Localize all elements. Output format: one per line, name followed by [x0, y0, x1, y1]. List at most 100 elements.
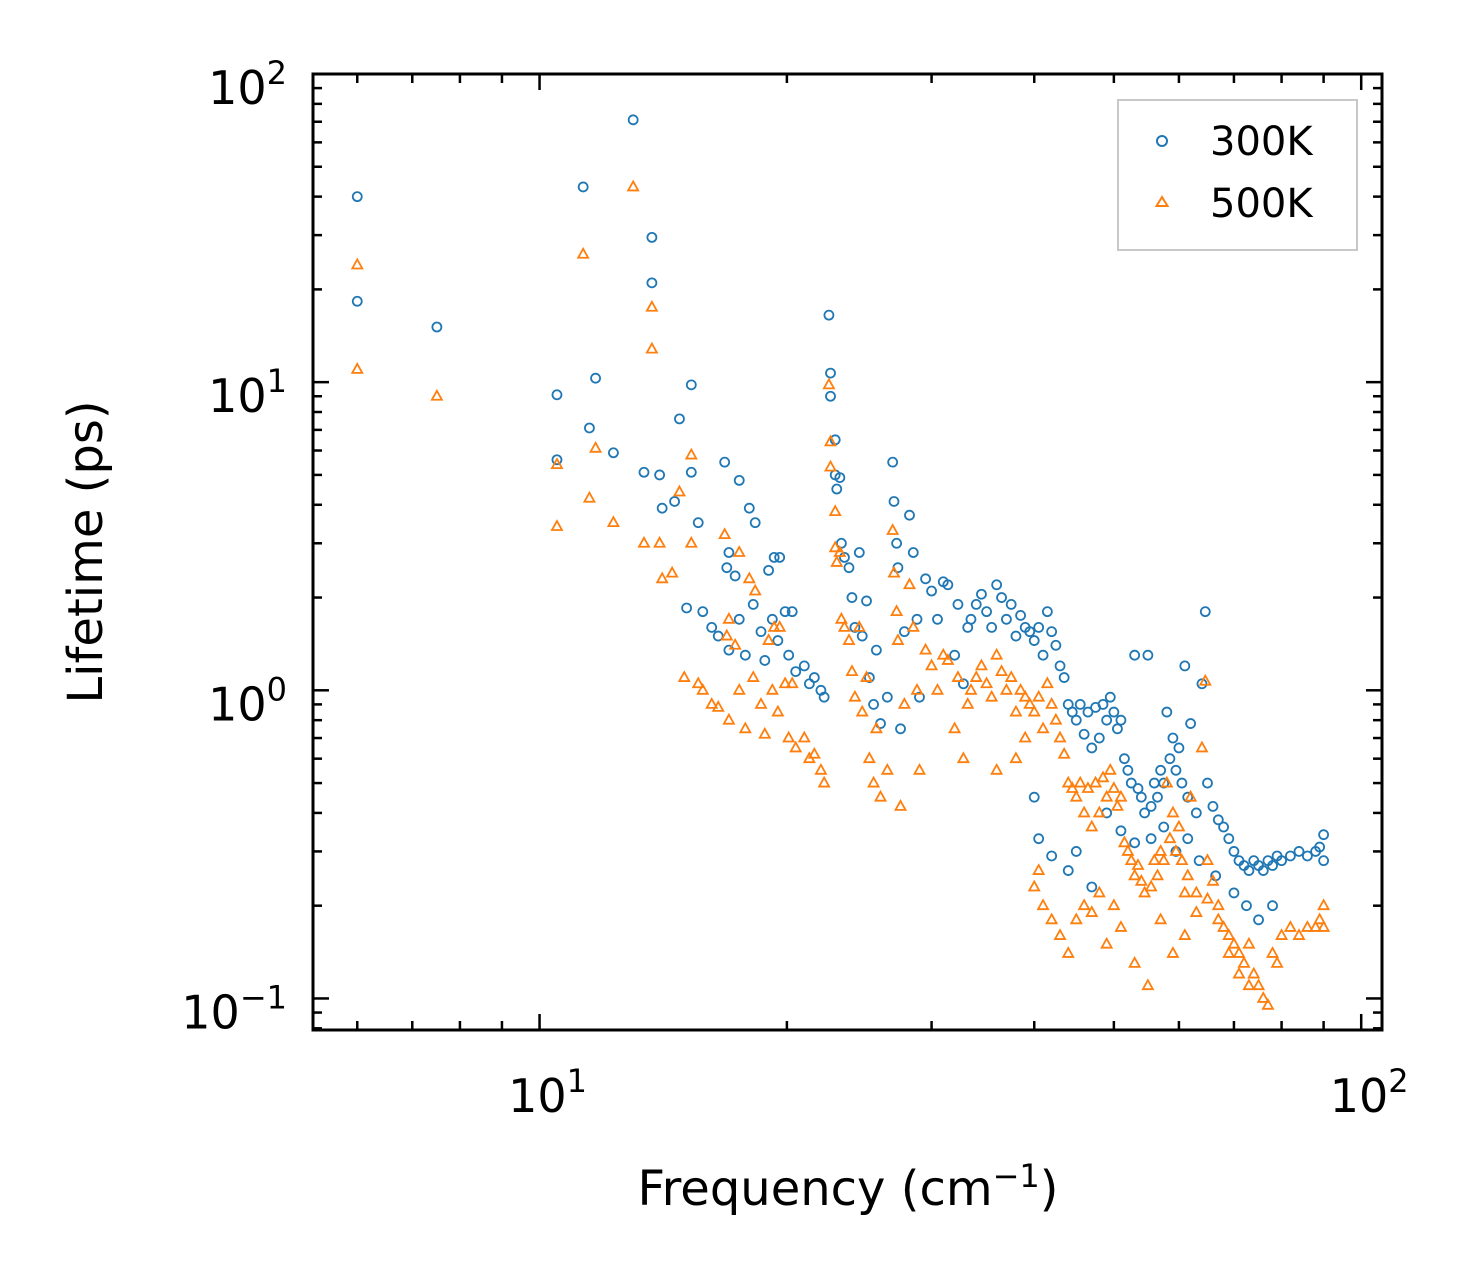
point-300k	[870, 644, 882, 656]
point-500k	[758, 726, 772, 739]
point-500k	[1237, 955, 1251, 968]
point-500k	[1053, 730, 1067, 743]
point-500k	[961, 697, 975, 709]
point-300k	[1301, 850, 1313, 862]
y-tick-label: 102	[208, 54, 287, 115]
point-500k	[1242, 978, 1256, 991]
point-500k	[576, 246, 590, 259]
point-500k	[1081, 781, 1095, 793]
point-300k	[1078, 728, 1090, 740]
point-300k	[958, 678, 969, 690]
point-300k	[1318, 855, 1330, 867]
point-500k	[1117, 835, 1131, 848]
point-500k	[1266, 946, 1280, 958]
point-300k	[747, 599, 759, 610]
point-300k	[697, 606, 709, 618]
point-500k	[742, 571, 756, 584]
point-500k	[677, 670, 691, 682]
point-500k	[684, 447, 698, 460]
point-300k	[1223, 833, 1235, 845]
point-300k	[1152, 791, 1163, 803]
point-500k	[1160, 775, 1174, 788]
point-300k	[723, 644, 735, 656]
point-300k	[839, 551, 850, 563]
point-300k	[853, 547, 865, 558]
point-500k	[910, 682, 924, 695]
point-500k	[1163, 831, 1177, 844]
point-300k	[1139, 807, 1151, 819]
y-tick-label: 101	[208, 362, 287, 423]
point-300k	[1207, 800, 1219, 812]
point-300k	[674, 413, 685, 425]
point-500k	[995, 664, 1009, 676]
point-500k	[728, 637, 742, 650]
point-300k	[914, 691, 925, 703]
point-300k	[1276, 855, 1287, 867]
point-500k	[814, 762, 828, 775]
point-300k	[1115, 825, 1127, 837]
point-500k	[1232, 966, 1246, 979]
point-500k	[1069, 912, 1083, 925]
point-300k	[949, 649, 961, 661]
point-500k	[350, 257, 364, 270]
point-500k	[842, 633, 856, 645]
point-500k	[1184, 789, 1198, 802]
point-300k	[1228, 887, 1240, 899]
point-300k	[1125, 777, 1137, 789]
point-500k	[1018, 689, 1032, 702]
point-300k	[759, 655, 771, 666]
point-500k	[350, 362, 364, 374]
point-500k	[1227, 936, 1241, 949]
point-300k	[551, 389, 563, 401]
point-300k	[904, 509, 915, 521]
point-500k	[894, 799, 908, 811]
series-300k-points	[351, 114, 1330, 926]
point-300k	[1182, 791, 1194, 803]
point-500k	[1222, 928, 1236, 940]
point-500k	[845, 664, 859, 676]
point-500k	[1270, 955, 1284, 968]
point-500k	[645, 341, 659, 354]
point-500k	[1242, 936, 1256, 949]
point-500k	[1073, 775, 1087, 788]
point-300k	[831, 483, 843, 495]
point-300k	[1024, 626, 1036, 638]
point-500k	[964, 682, 978, 695]
point-500k	[1232, 946, 1246, 958]
point-300k	[863, 672, 875, 683]
point-300k	[1129, 837, 1141, 849]
point-300k	[627, 114, 639, 126]
point-500k	[1110, 799, 1124, 811]
point-500k	[817, 775, 831, 788]
legend-label-500k: 500K	[1210, 181, 1314, 227]
point-500k	[1292, 928, 1306, 940]
point-300k	[706, 622, 718, 633]
point-500k	[1169, 844, 1183, 856]
point-300k	[1135, 791, 1147, 803]
point-500k	[873, 789, 888, 802]
point-300k	[646, 277, 658, 289]
point-300k	[942, 579, 954, 591]
point-300k	[825, 390, 836, 402]
point-500k	[1100, 789, 1114, 802]
legend-label-300k: 300K	[1210, 119, 1314, 165]
point-500k	[1096, 770, 1110, 783]
point-500k	[1256, 991, 1270, 1003]
point-300k	[834, 472, 846, 484]
point-500k	[1134, 873, 1148, 886]
point-500k	[722, 611, 736, 624]
legend-marker-300k	[1156, 135, 1168, 147]
point-500k	[822, 377, 836, 390]
point-300k	[895, 723, 906, 735]
point-300k	[825, 367, 836, 379]
point-300k	[685, 379, 697, 391]
point-500k	[1085, 905, 1099, 917]
point-300k	[729, 570, 741, 582]
point-500k	[852, 620, 866, 632]
point-500k	[1027, 704, 1041, 717]
point-300k	[669, 496, 680, 507]
point-300k	[646, 231, 658, 243]
point-300k	[1161, 706, 1173, 718]
point-500k	[626, 179, 640, 192]
